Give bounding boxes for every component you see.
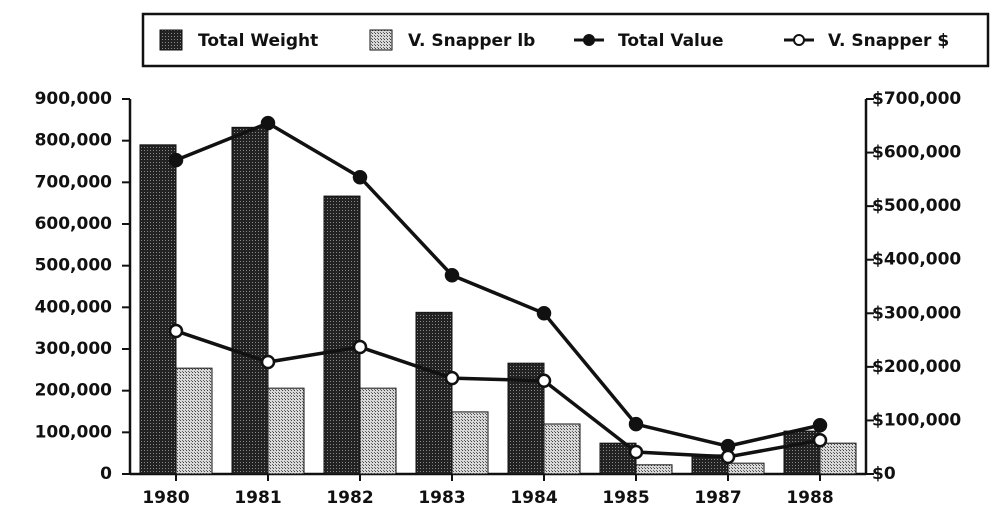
bar	[231, 126, 269, 475]
marker	[168, 152, 184, 168]
y-tick-label: 100,000	[35, 422, 113, 442]
y-tick-label: 600,000	[35, 214, 113, 234]
bar	[543, 423, 581, 475]
legend-box	[141, 12, 990, 68]
marker	[628, 416, 644, 432]
y-tick-label: 500,000	[35, 256, 113, 276]
marker	[536, 306, 552, 321]
y-tick-label: 800,000	[35, 131, 113, 151]
y-tick-label: 200,000	[35, 381, 113, 401]
legend-label: V. Snapper $	[828, 31, 949, 51]
marker	[444, 370, 460, 386]
legend-marker	[583, 34, 595, 46]
line	[175, 329, 821, 459]
bar	[727, 462, 765, 475]
y2-tick-label: $600,000	[872, 143, 961, 163]
bar	[359, 387, 397, 475]
bar	[175, 367, 213, 475]
x-tick-label: 1988	[786, 488, 833, 508]
marker	[444, 268, 460, 283]
marker	[628, 444, 644, 460]
marker	[812, 433, 828, 448]
bar	[451, 411, 489, 475]
y-tick-label: 300,000	[35, 339, 113, 359]
y-tick-label: 900,000	[35, 89, 113, 109]
legend-label: V. Snapper lb	[408, 31, 535, 51]
y2-tick-label: $700,000	[872, 89, 961, 109]
legend-swatch	[159, 29, 183, 51]
marker	[352, 169, 368, 185]
marker	[352, 339, 368, 355]
bar	[819, 442, 857, 475]
x-tick-label: 1981	[234, 488, 281, 508]
bar	[635, 464, 673, 475]
marker	[260, 115, 276, 131]
y-tick-label: 400,000	[35, 297, 113, 317]
legend-swatch	[369, 29, 393, 51]
bar	[267, 387, 305, 475]
x-tick-label: 1983	[418, 488, 465, 508]
bar	[323, 195, 361, 475]
y-tick-label: 700,000	[35, 172, 113, 192]
bar	[139, 144, 177, 475]
x-tick-label: 1984	[510, 488, 557, 508]
y2-tick-label: $200,000	[872, 357, 961, 377]
marker	[720, 449, 736, 465]
x-tick-label: 1987	[694, 488, 741, 508]
legend-marker	[793, 34, 805, 46]
line	[175, 121, 821, 448]
bar	[415, 311, 453, 475]
y-tick-label: 0	[100, 464, 112, 484]
marker	[168, 323, 184, 339]
legend-label: Total Value	[618, 31, 724, 51]
y2-tick-label: $0	[872, 464, 896, 484]
y2-tick-label: $500,000	[872, 196, 961, 216]
marker	[536, 373, 552, 389]
y2-tick-label: $300,000	[872, 303, 961, 323]
marker	[812, 418, 828, 433]
y2-tick-label: $400,000	[872, 250, 961, 270]
x-tick-label: 1985	[602, 488, 649, 508]
marker	[260, 354, 276, 370]
x-tick-label: 1982	[326, 488, 373, 508]
y2-tick-label: $100,000	[872, 410, 961, 430]
x-tick-label: 1980	[142, 488, 189, 508]
legend-label: Total Weight	[198, 31, 318, 51]
